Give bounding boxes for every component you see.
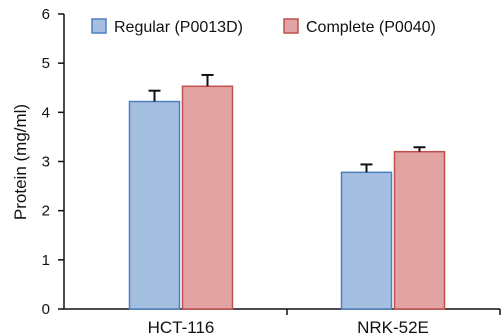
y-tick-label: 6 <box>42 6 50 23</box>
legend-swatch <box>283 18 299 34</box>
legend: Regular (P0013D) Complete (P0040) <box>91 18 436 36</box>
y-tick-label: 4 <box>42 104 50 121</box>
legend-label: Complete (P0040) <box>306 19 436 36</box>
bar <box>393 150 446 310</box>
bars <box>128 73 446 310</box>
y-tick-label: 1 <box>42 252 50 269</box>
bar <box>340 171 393 310</box>
y-tick-label: 0 <box>42 301 50 318</box>
bar <box>128 100 181 310</box>
bar <box>181 85 234 310</box>
y-tick-label: 2 <box>42 203 50 220</box>
legend-item: Regular (P0013D) <box>91 18 243 36</box>
y-tick-label: 5 <box>42 55 50 72</box>
y-tick-label: 3 <box>42 154 50 171</box>
legend-label: Regular (P0013D) <box>114 19 243 36</box>
x-category-label: NRK-52E <box>357 318 429 335</box>
y-axis-title: Protein (mg/ml) <box>11 104 30 220</box>
legend-swatch <box>91 18 107 34</box>
x-category-label: HCT-116 <box>148 318 215 335</box>
legend-item: Complete (P0040) <box>283 18 436 36</box>
